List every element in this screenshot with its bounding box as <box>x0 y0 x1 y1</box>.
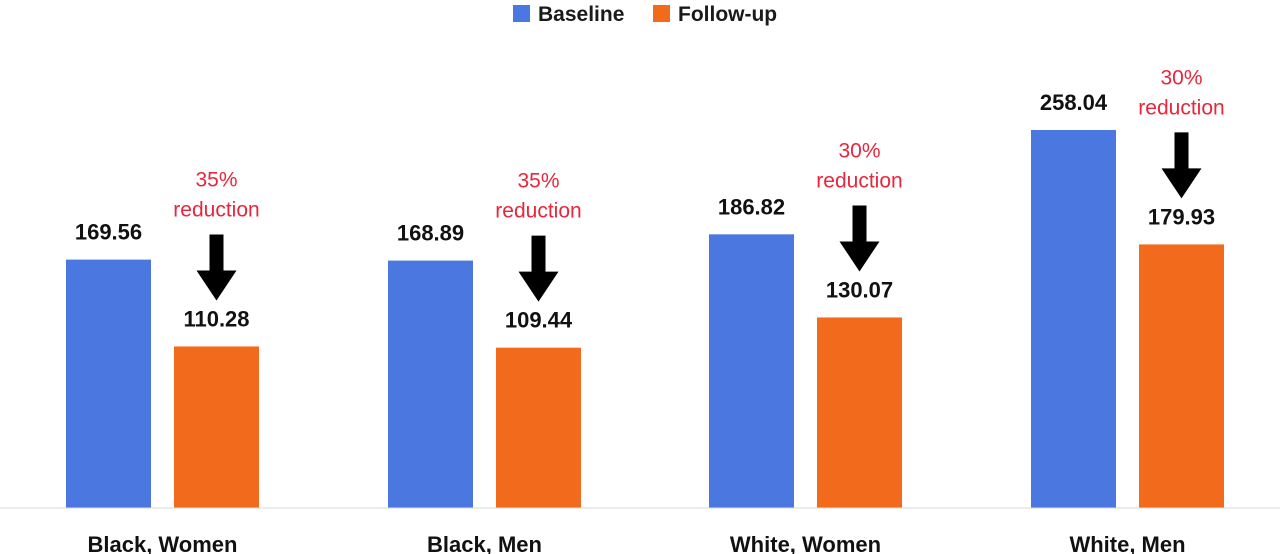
legend: Baseline Follow-up <box>513 3 777 26</box>
value-label-baseline-white-women: 186.82 <box>718 194 785 219</box>
annotation-text-black-women: reduction <box>173 198 259 221</box>
value-label-baseline-white-men: 258.04 <box>1040 90 1108 115</box>
legend-swatch-baseline <box>513 5 530 22</box>
category-label-white-women: White, Women <box>730 532 881 554</box>
value-label-follow-up-white-women: 130.07 <box>826 277 893 302</box>
legend-label-follow-up: Follow-up <box>678 3 777 26</box>
category-label-white-men: White, Men <box>1069 532 1185 554</box>
value-label-follow-up-black-men: 109.44 <box>505 308 573 333</box>
legend-swatch-follow-up <box>653 5 670 22</box>
legend-label-baseline: Baseline <box>538 3 624 26</box>
category-labels: Black, Women Black, Men White, Women White,… <box>88 532 1186 554</box>
down-arrow-icon <box>196 234 237 301</box>
bar-follow-up-white-women <box>817 317 902 508</box>
value-labels: 169.56 110.28 168.89 109.44 186.82 130.07 258.… <box>75 90 1215 333</box>
reduction-arrows <box>196 132 1202 302</box>
bar-baseline-white-men <box>1031 130 1116 508</box>
reduction-annotations: 35% reduction 35% reduction 30% reduction 30% r… <box>173 66 1224 222</box>
bar-baseline-white-women <box>709 234 794 508</box>
value-label-follow-up-white-men: 179.93 <box>1148 204 1215 229</box>
bar-follow-up-black-men <box>496 347 581 508</box>
bar-baseline-black-women <box>66 259 151 508</box>
annotation-text-white-men: reduction <box>1138 96 1224 119</box>
category-label-black-men: Black, Men <box>427 532 542 554</box>
bar-baseline-black-men <box>388 260 473 508</box>
category-label-black-women: Black, Women <box>88 532 238 554</box>
annotation-percent-white-women: 30% <box>838 139 880 162</box>
bar-follow-up-white-men <box>1139 244 1224 508</box>
value-label-baseline-black-women: 169.56 <box>75 220 142 245</box>
bars <box>66 130 1224 508</box>
annotation-percent-white-men: 30% <box>1160 66 1202 89</box>
annotation-text-white-women: reduction <box>816 169 902 192</box>
annotation-text-black-men: reduction <box>495 200 581 223</box>
annotation-percent-black-women: 35% <box>195 168 237 191</box>
value-label-baseline-black-men: 168.89 <box>397 221 464 246</box>
bar-follow-up-black-women <box>174 346 259 508</box>
value-label-follow-up-black-women: 110.28 <box>183 306 249 331</box>
annotation-percent-black-men: 35% <box>517 170 559 193</box>
down-arrow-icon <box>839 205 880 272</box>
down-arrow-icon <box>1161 132 1202 199</box>
down-arrow-icon <box>518 235 559 302</box>
